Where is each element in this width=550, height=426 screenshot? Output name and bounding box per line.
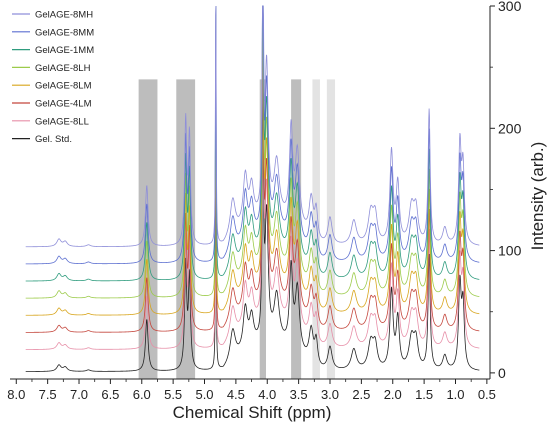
x-tick-label: 1.5 [415, 387, 433, 402]
x-axis: 8.0 7.5 7.0 6.5 6.0 5.5 5.0 4.5 4.0 3.5 3.0 2.5 2.0 1… [7, 379, 496, 402]
x-tick-label: 4.0 [258, 387, 276, 402]
x-tick-label: 2.0 [384, 387, 402, 402]
spectrum-line [25, 75, 480, 372]
y-tick-label: 300 [498, 0, 522, 14]
y-axis-label: Intensity (arb.) [528, 142, 547, 251]
highlight-region [312, 79, 320, 380]
y-tick-label: 0 [498, 365, 506, 381]
x-tick-label: 2.5 [352, 387, 370, 402]
legend-label: GelAGE-8LH [35, 63, 91, 74]
legend-label: GelAGE-8LM [35, 81, 92, 92]
x-tick-label: 8.0 [7, 387, 25, 402]
legend-label: GelAGE-4LM [35, 99, 92, 110]
x-tick-label: 4.5 [227, 387, 245, 402]
x-tick-label: 6.0 [133, 387, 151, 402]
spectrum-line [25, 46, 480, 350]
spectrum-line [25, 5, 480, 316]
x-tick-label: 7.0 [70, 387, 88, 402]
legend-label: GelAGE-8LL [35, 116, 89, 127]
legend-label: GelAGE-1MM [35, 45, 94, 56]
x-tick-label: 3.5 [290, 387, 308, 402]
legend-label: GelAGE-8MM [35, 27, 94, 38]
spectrum-line [25, 5, 480, 248]
plot-frame [10, 6, 491, 380]
y-axis: 0 100 200 300 [490, 0, 522, 381]
spectra [25, 5, 480, 372]
spectrum-line [25, 5, 480, 299]
y-tick-label: 200 [498, 120, 522, 136]
x-tick-label: 5.5 [164, 387, 182, 402]
x-axis-label: Chemical Shift (ppm) [173, 403, 332, 422]
highlight-region [326, 79, 336, 380]
y-tick-label: 100 [498, 243, 522, 259]
legend-label: Gel. Std. [35, 134, 72, 145]
x-tick-label: 1.0 [446, 387, 464, 402]
highlight-region [259, 79, 266, 380]
x-tick-label: 5.0 [195, 387, 213, 402]
spectrum-line [25, 5, 480, 265]
legend: GelAGE-8MH GelAGE-8MM GelAGE-1MM GelAGE-8LH… [12, 10, 94, 145]
x-tick-label: 6.5 [101, 387, 119, 402]
x-tick-label: 7.5 [39, 387, 57, 402]
legend-label: GelAGE-8MH [35, 10, 93, 21]
x-tick-label: 3.0 [321, 387, 339, 402]
highlight-regions [138, 79, 336, 380]
spectrum-line [25, 22, 480, 333]
spectrum-line [25, 5, 480, 282]
x-tick-label: 0.5 [478, 387, 496, 402]
